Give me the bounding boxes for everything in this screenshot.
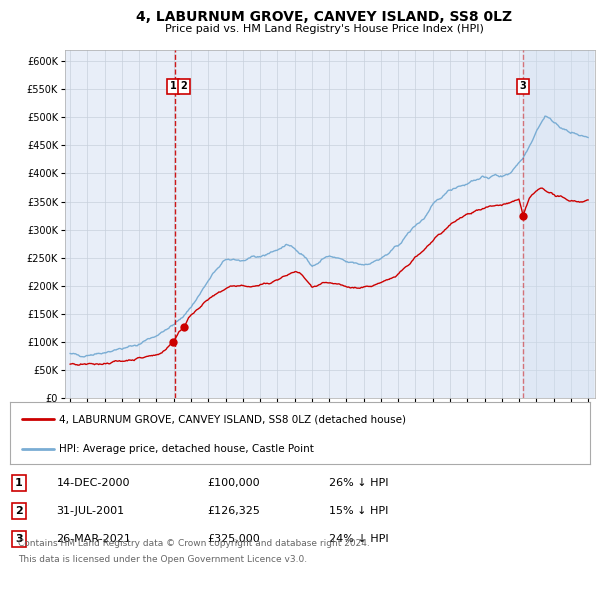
Text: 2: 2 <box>181 81 187 91</box>
Text: Price paid vs. HM Land Registry's House Price Index (HPI): Price paid vs. HM Land Registry's House … <box>164 25 484 34</box>
Text: 4, LABURNUM GROVE, CANVEY ISLAND, SS8 0LZ: 4, LABURNUM GROVE, CANVEY ISLAND, SS8 0L… <box>136 9 512 24</box>
Text: 24% ↓ HPI: 24% ↓ HPI <box>329 534 389 544</box>
Text: 15% ↓ HPI: 15% ↓ HPI <box>329 506 388 516</box>
Text: HPI: Average price, detached house, Castle Point: HPI: Average price, detached house, Cast… <box>59 444 314 454</box>
Text: 3: 3 <box>15 534 23 544</box>
Text: £126,325: £126,325 <box>207 506 260 516</box>
Text: Contains HM Land Registry data © Crown copyright and database right 2024.: Contains HM Land Registry data © Crown c… <box>18 539 370 548</box>
Text: 14-DEC-2000: 14-DEC-2000 <box>56 478 130 488</box>
Text: 1: 1 <box>170 81 176 91</box>
Text: £325,000: £325,000 <box>207 534 260 544</box>
Text: 4, LABURNUM GROVE, CANVEY ISLAND, SS8 0LZ (detached house): 4, LABURNUM GROVE, CANVEY ISLAND, SS8 0L… <box>59 414 406 424</box>
Text: 26% ↓ HPI: 26% ↓ HPI <box>329 478 389 488</box>
Bar <box>523 50 593 398</box>
Text: £100,000: £100,000 <box>207 478 260 488</box>
Text: 1: 1 <box>15 478 23 488</box>
Text: 26-MAR-2021: 26-MAR-2021 <box>56 534 131 544</box>
Text: This data is licensed under the Open Government Licence v3.0.: This data is licensed under the Open Gov… <box>18 555 307 563</box>
Text: 3: 3 <box>520 81 526 91</box>
Text: 2: 2 <box>15 506 23 516</box>
Text: 31-JUL-2001: 31-JUL-2001 <box>56 506 125 516</box>
